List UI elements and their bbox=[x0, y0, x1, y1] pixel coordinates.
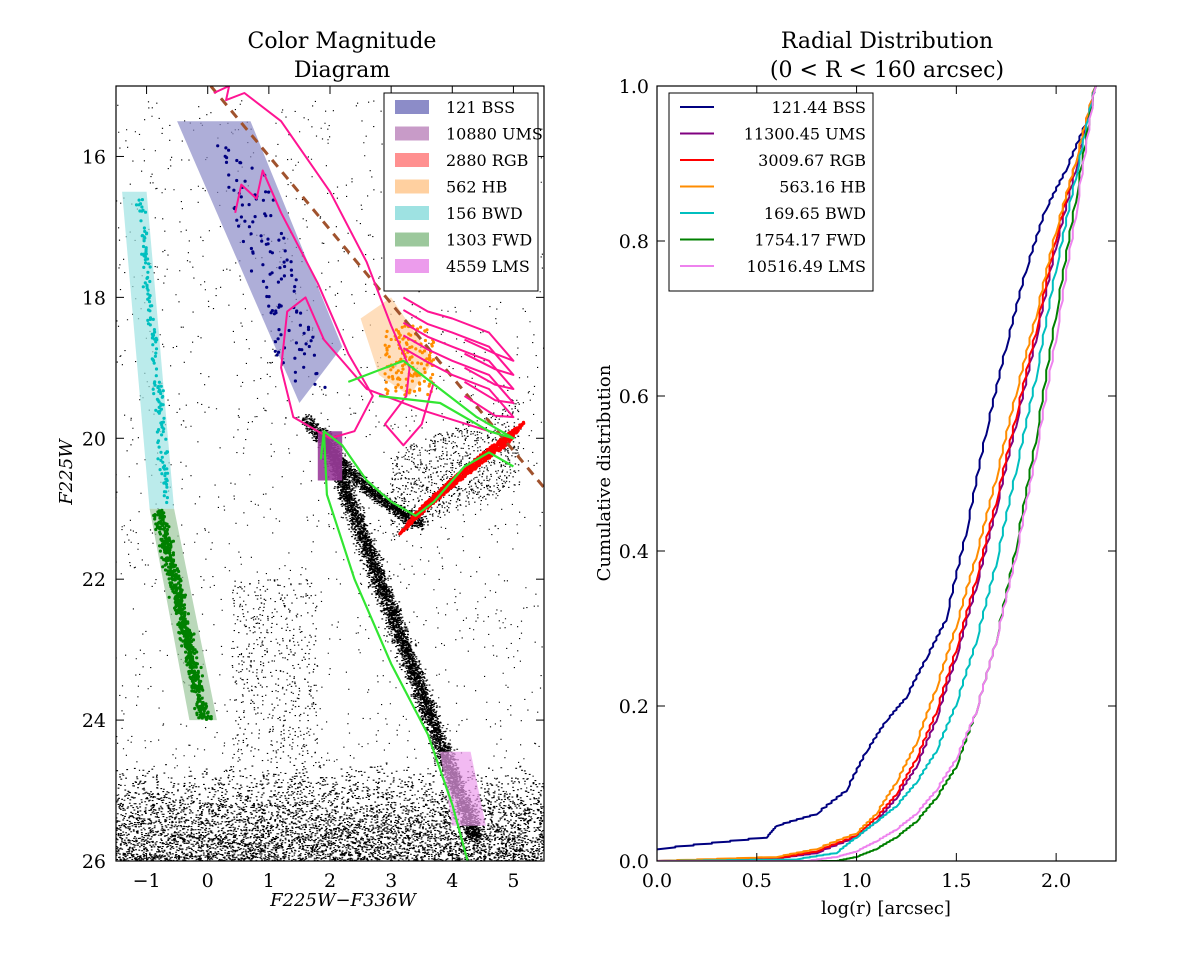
region-lms bbox=[440, 751, 486, 826]
cmd-plot-area bbox=[116, 86, 544, 861]
isochrone-magenta-1 bbox=[213, 86, 435, 447]
radial-title-line1: Radial Distribution bbox=[781, 29, 993, 54]
cmd-selection-regions bbox=[122, 121, 526, 826]
radial-legend-label: 1754.17 FWD bbox=[754, 231, 866, 250]
isochrone-hb-loop bbox=[402, 334, 515, 404]
region-bss bbox=[177, 121, 343, 403]
region-member-points bbox=[216, 144, 327, 389]
isochrone-hb-loop bbox=[402, 321, 515, 390]
reference-dashed-line bbox=[209, 86, 544, 489]
cmd-legend-label: 121 BSS bbox=[446, 98, 515, 117]
cmd-legend-label: 2880 RGB bbox=[446, 151, 528, 170]
radial-legend-label: 121.44 BSS bbox=[772, 98, 866, 117]
isochrone-green-rgb bbox=[319, 430, 514, 517]
isochrone-magenta-2 bbox=[234, 169, 514, 440]
cmd-ytick-label: 24 bbox=[82, 710, 106, 732]
radial-legend-box bbox=[668, 92, 874, 292]
cmd-xtick-label: 4 bbox=[446, 870, 458, 892]
radial-ylabel: Cumulative distribution bbox=[594, 364, 615, 581]
cmd-xtick-label: 3 bbox=[385, 870, 397, 892]
radial-ytick-label: 0.4 bbox=[619, 541, 649, 563]
cmd-legend-swatch bbox=[395, 126, 429, 141]
radial-series-bwd bbox=[657, 86, 1097, 861]
cmd-xlabel: F225W−F336W bbox=[269, 890, 417, 911]
radial-ticks: 0.0 0.5 1.0 1.5 2.0 0.0 0.2 0.4 0.6 0.8 1.0 bbox=[619, 76, 1116, 892]
cmd-legend-label: 156 BWD bbox=[446, 204, 523, 223]
cmd-legend-swatch bbox=[395, 232, 429, 247]
cmd-legend: 121 BSS 10880 UMS 2880 RGB 562 HB 156 BWD 130… bbox=[383, 92, 543, 292]
region-member-points bbox=[152, 508, 213, 721]
region-member-points bbox=[134, 198, 170, 505]
radial-axes-frame bbox=[656, 85, 1117, 862]
radial-series-fwd bbox=[657, 86, 1097, 861]
cmd-legend-label: 4559 LMS bbox=[446, 257, 530, 276]
region-member-points bbox=[383, 324, 436, 397]
cmd-panel: Color Magnitude Diagram −1 0 1 2 3 4 5 16 18 20 22… bbox=[56, 29, 545, 911]
cmd-xtick-label: −1 bbox=[133, 870, 161, 892]
cmd-ytick-label: 26 bbox=[82, 851, 106, 873]
radial-series-lines bbox=[657, 86, 1097, 861]
region-member-points bbox=[398, 420, 526, 536]
cmd-ticks: −1 0 1 2 3 4 5 16 18 20 22 24 26 bbox=[82, 86, 544, 892]
cmd-legend-label: 562 HB bbox=[446, 178, 507, 197]
cmd-legend-label: 1303 FWD bbox=[446, 231, 532, 250]
radial-series-rgb bbox=[657, 86, 1097, 861]
radial-legend-label: 3009.67 RGB bbox=[758, 151, 866, 170]
cmd-ytick-label: 20 bbox=[82, 428, 106, 450]
radial-panel: Radial Distribution (0 < R < 160 arcsec)… bbox=[594, 29, 1117, 919]
radial-xtick-label: 2.0 bbox=[1041, 870, 1071, 892]
cmd-ytick-label: 16 bbox=[82, 146, 106, 168]
radial-ytick-label: 0.6 bbox=[619, 386, 649, 408]
radial-title-line2: (0 < R < 160 arcsec) bbox=[770, 58, 1004, 83]
isochrone-green-hb bbox=[347, 359, 515, 440]
cmd-title-line1: Color Magnitude bbox=[248, 29, 437, 54]
radial-legend-label: 563.16 HB bbox=[779, 178, 866, 197]
radial-xtick-label: 0.0 bbox=[642, 870, 672, 892]
cmd-ytick-label: 22 bbox=[82, 569, 106, 591]
cmd-legend-label: 10880 UMS bbox=[446, 125, 543, 144]
cmd-xtick-label: 2 bbox=[324, 870, 336, 892]
cmd-ylabel: F225W bbox=[56, 438, 77, 506]
radial-legend-label: 11300.45 UMS bbox=[744, 125, 866, 144]
cmd-isochrones bbox=[209, 86, 544, 861]
radial-xtick-label: 0.5 bbox=[742, 870, 772, 892]
cmd-legend-swatch bbox=[395, 259, 429, 273]
cmd-xtick-label: 0 bbox=[202, 870, 214, 892]
radial-ytick-label: 1.0 bbox=[619, 76, 649, 98]
cmd-xtick-label: 5 bbox=[507, 870, 519, 892]
radial-legend-label: 169.65 BWD bbox=[764, 204, 866, 223]
cmd-legend-swatch bbox=[395, 153, 429, 167]
radial-series-lms bbox=[657, 86, 1097, 861]
radial-series-bss bbox=[657, 86, 1097, 851]
radial-legend: 121.44 BSS 11300.45 UMS 3009.67 RGB 563.16 … bbox=[668, 92, 874, 292]
radial-ytick-label: 0.0 bbox=[619, 851, 649, 873]
cmd-ytick-label: 18 bbox=[82, 287, 106, 309]
isochrone-green-ms bbox=[322, 431, 469, 861]
radial-xtick-label: 1.5 bbox=[941, 870, 971, 892]
cmd-xtick-label: 1 bbox=[263, 870, 275, 892]
region-bwd bbox=[122, 191, 175, 509]
cmd-legend-swatch bbox=[395, 100, 429, 114]
cmd-legend-swatch bbox=[395, 179, 429, 194]
isochrone-hb-loop bbox=[402, 347, 515, 419]
cmd-title-line2: Diagram bbox=[294, 58, 391, 83]
radial-ytick-label: 0.8 bbox=[619, 231, 649, 253]
radial-ytick-label: 0.2 bbox=[619, 696, 649, 718]
radial-series-hb bbox=[657, 86, 1097, 861]
cmd-legend-swatch bbox=[395, 206, 429, 220]
radial-xlabel: log(r) [arcsec] bbox=[821, 898, 951, 919]
radial-xtick-label: 1.0 bbox=[841, 870, 871, 892]
radial-legend-label: 10516.49 LMS bbox=[747, 257, 866, 276]
